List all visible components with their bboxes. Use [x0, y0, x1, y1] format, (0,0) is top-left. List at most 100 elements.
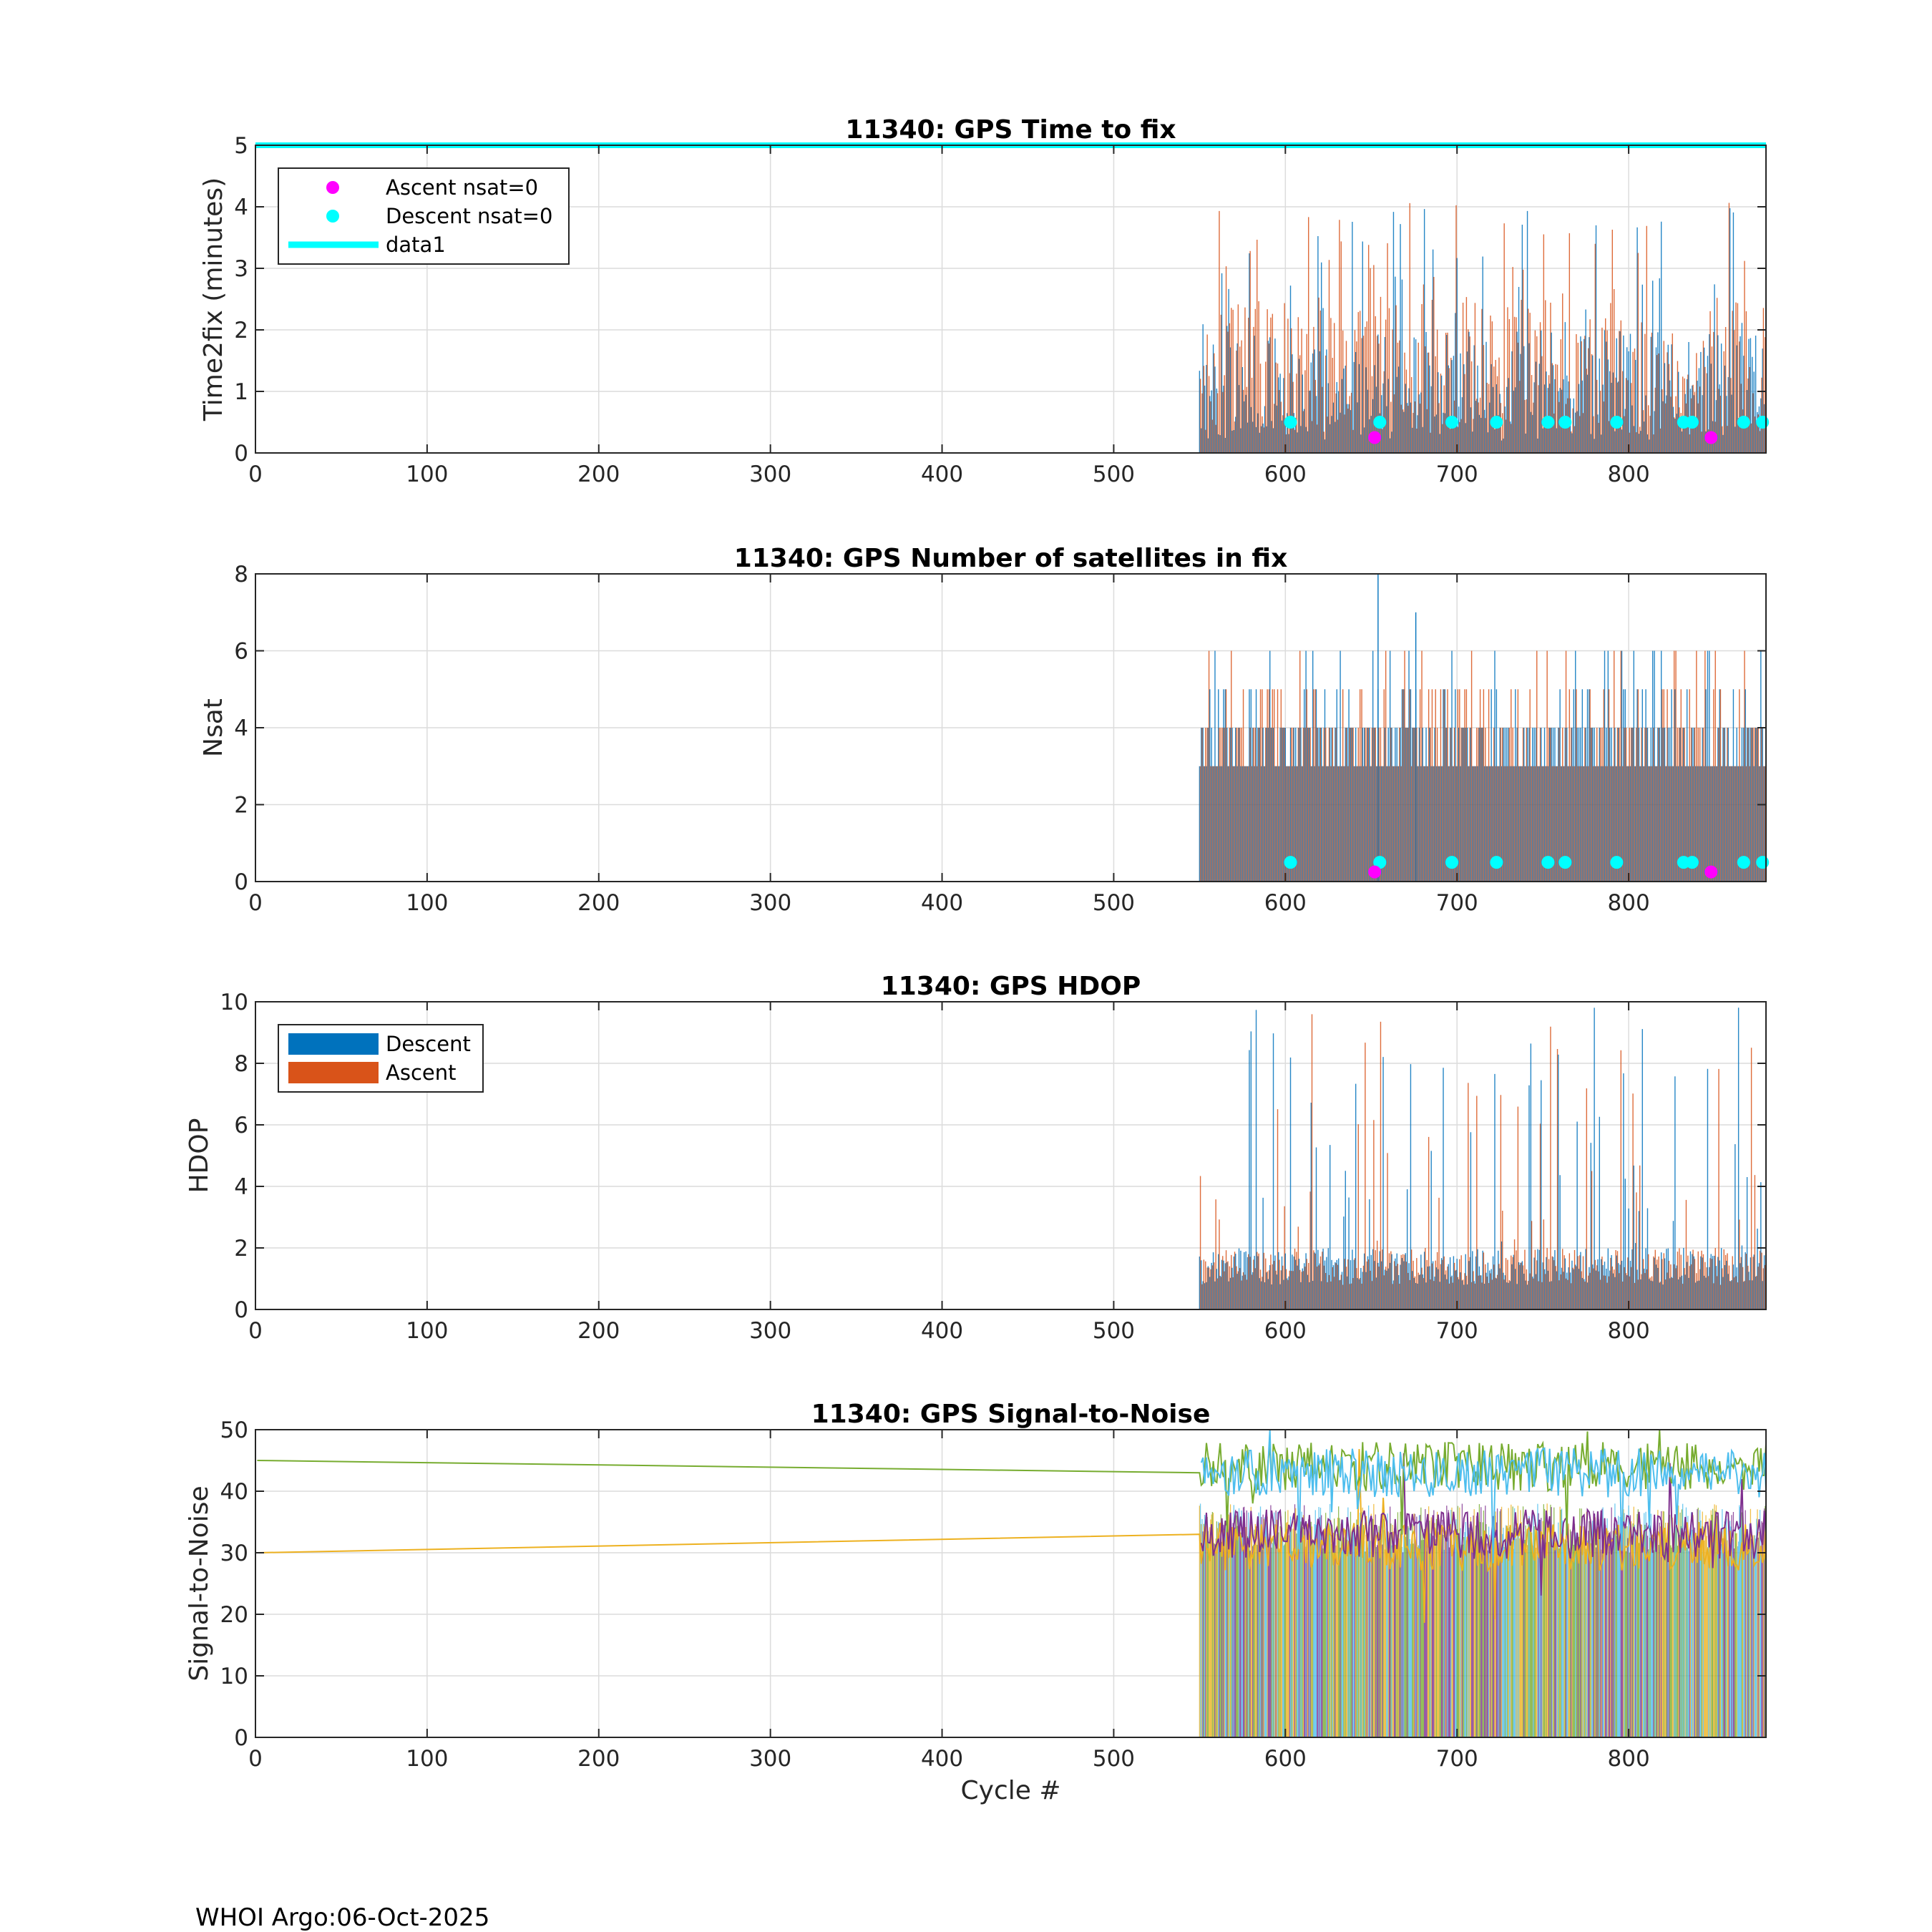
- y-tick-label: 2: [234, 318, 248, 343]
- x-tick-label: 600: [1264, 1746, 1307, 1772]
- panel-4: 0 100 200 300 400 500 600 700 800 0 10 20 30 40 50 1134…: [185, 1400, 1767, 1805]
- chart-title: 11340: GPS HDOP: [881, 972, 1141, 1001]
- axes-box: [255, 1429, 1767, 1738]
- y-tick-label: 40: [220, 1479, 248, 1505]
- axes-box: [255, 1001, 1767, 1310]
- descent-nsat0-marker: [1558, 416, 1572, 429]
- data-marks: [1199, 1008, 1767, 1309]
- y-tick-label: 20: [220, 1602, 248, 1628]
- descent-nsat0-marker: [1541, 856, 1555, 869]
- data-marks: [1199, 574, 1770, 882]
- x-tick-label: 500: [1093, 1318, 1135, 1344]
- panel-1: 0 100 200 300 400 500 600 700 800 0 1 2 3 4 5 11340: GP…: [199, 115, 1770, 487]
- x-tick-label: 100: [406, 1746, 448, 1772]
- legend-swatch: [326, 210, 339, 223]
- chart-title: 11340: GPS Signal-to-Noise: [811, 1400, 1211, 1429]
- snr-series-green: [257, 1429, 1767, 1536]
- ascent-nsat0-marker: [1704, 431, 1718, 444]
- legend-label: data1: [386, 233, 446, 257]
- descent-nsat0-marker: [1445, 416, 1459, 429]
- chart-title: 11340: GPS Time to fix: [845, 115, 1176, 145]
- y-axis-label: Nsat: [199, 698, 228, 757]
- y-tick-label: 0: [234, 441, 248, 467]
- x-tick-label: 0: [248, 1318, 263, 1344]
- legend: Descent Ascent: [278, 1024, 484, 1093]
- legend: Ascent nsat=0 Descent nsat=0 data1: [278, 167, 570, 265]
- y-tick-label: 2: [234, 793, 248, 819]
- y-tick-label: 50: [220, 1418, 248, 1443]
- y-tick-label: 10: [220, 990, 248, 1015]
- footer-label: WHOI Argo:06-Oct-2025: [195, 1903, 490, 1932]
- descent-nsat0-marker: [1373, 416, 1387, 429]
- y-tick-label: 5: [234, 133, 248, 159]
- legend-label: Ascent: [386, 1060, 456, 1085]
- x-tick-label: 0: [248, 462, 263, 487]
- x-tick-label: 600: [1264, 462, 1307, 487]
- legend-label: Descent: [386, 1032, 471, 1056]
- x-tick-label: 200: [577, 1746, 620, 1772]
- panel-2: 0 100 200 300 400 500 600 700 800 0 2 4 6 8 11340: GPS…: [199, 544, 1770, 916]
- y-tick-label: 2: [234, 1236, 248, 1262]
- y-tick-label: 6: [234, 1113, 248, 1138]
- data-marks: [257, 1429, 1767, 1737]
- y-axis-label: Time2fix (minutes): [199, 177, 228, 421]
- x-tick-label: 800: [1608, 1318, 1650, 1344]
- snr-series-yellow: [257, 1449, 1767, 1624]
- y-tick-label: 1: [234, 379, 248, 405]
- x-tick-label: 700: [1436, 1746, 1478, 1772]
- x-tick-label: 400: [921, 462, 963, 487]
- y-tick-label: 0: [234, 1725, 248, 1751]
- x-tick-label: 200: [577, 462, 620, 487]
- descent-nsat0-marker: [1610, 416, 1624, 429]
- x-tick-label: 300: [749, 1746, 791, 1772]
- x-tick-label: 300: [749, 890, 791, 916]
- y-tick-label: 10: [220, 1664, 248, 1689]
- descent-nsat0-marker: [1558, 856, 1572, 869]
- x-tick-label: 100: [406, 1318, 448, 1344]
- ascent-nsat0-marker: [1704, 865, 1718, 879]
- x-tick-label: 800: [1608, 890, 1650, 916]
- y-tick-label: 8: [234, 562, 248, 587]
- y-tick-label: 3: [234, 256, 248, 282]
- descent-nsat0-marker: [1541, 416, 1555, 429]
- y-axis-label: HDOP: [185, 1118, 214, 1194]
- ascent-nsat0-marker: [1368, 431, 1382, 444]
- descent-nsat0-marker: [1756, 856, 1770, 869]
- legend-swatch: [326, 181, 339, 194]
- descent-nsat0-marker: [1756, 416, 1770, 429]
- x-tick-label: 700: [1436, 1318, 1478, 1344]
- descent-nsat0-marker: [1610, 856, 1624, 869]
- x-tick-label: 400: [921, 890, 963, 916]
- ascent-nsat0-marker: [1368, 865, 1382, 879]
- x-tick-label: 0: [248, 1746, 263, 1772]
- x-tick-label: 400: [921, 1318, 963, 1344]
- axes-box: [255, 145, 1767, 454]
- x-axis-label: Cycle #: [961, 1776, 1061, 1805]
- descent-nsat0-marker: [1373, 856, 1387, 869]
- descent-nsat0-marker: [1445, 856, 1459, 869]
- legend-label: Ascent nsat=0: [386, 175, 538, 200]
- chart-title: 11340: GPS Number of satellites in fix: [734, 544, 1288, 573]
- descent-nsat0-marker: [1490, 856, 1503, 869]
- x-tick-label: 600: [1264, 890, 1307, 916]
- y-tick-label: 6: [234, 639, 248, 665]
- panel-3: 0 100 200 300 400 500 600 700 800 0 2 4 6 8 10 11340: G…: [185, 972, 1767, 1344]
- x-tick-label: 800: [1608, 1746, 1650, 1772]
- x-tick-label: 0: [248, 890, 263, 916]
- legend-swatch: [288, 1033, 379, 1055]
- x-tick-label: 300: [749, 1318, 791, 1344]
- descent-nsat0-marker: [1737, 416, 1750, 429]
- y-tick-label: 30: [220, 1541, 248, 1566]
- legend-label: Descent nsat=0: [386, 204, 552, 228]
- x-tick-label: 700: [1436, 890, 1478, 916]
- descent-nsat0-marker: [1490, 416, 1503, 429]
- y-tick-label: 4: [234, 1174, 248, 1200]
- y-tick-label: 4: [234, 195, 248, 220]
- descent-nsat0-marker: [1685, 856, 1699, 869]
- x-tick-label: 200: [577, 1318, 620, 1344]
- snr-series-lightblue: [1200, 1429, 1767, 1563]
- legend-swatch: [288, 1062, 379, 1083]
- y-tick-label: 0: [234, 869, 248, 895]
- y-tick-label: 4: [234, 716, 248, 741]
